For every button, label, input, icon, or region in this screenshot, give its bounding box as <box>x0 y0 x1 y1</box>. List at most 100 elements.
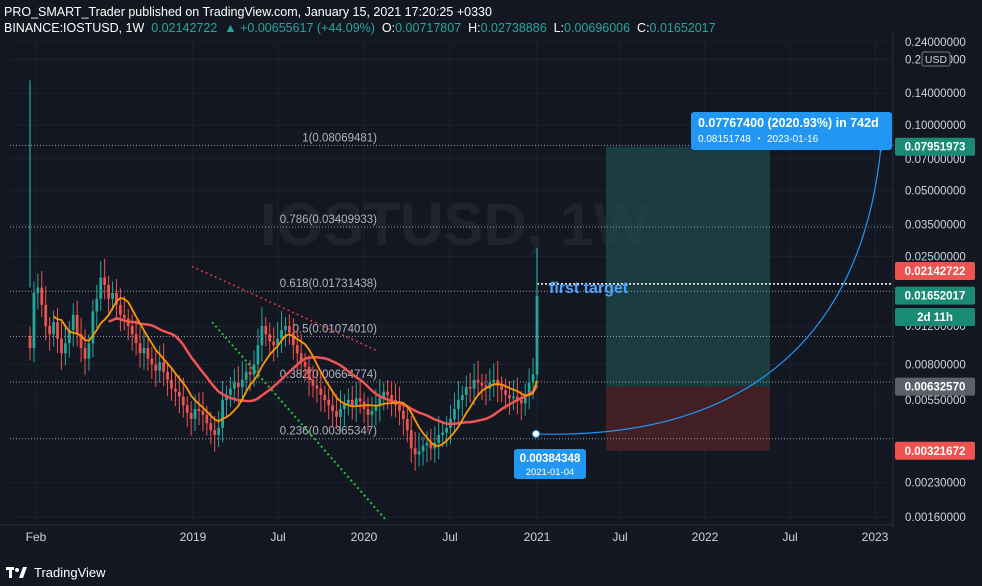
candle-body <box>197 408 201 411</box>
price-tag[interactable] <box>895 441 975 460</box>
candle-body <box>343 403 346 409</box>
anchor-box <box>514 449 586 479</box>
x-tick-label: Jul <box>270 530 285 544</box>
candle-body <box>315 385 319 389</box>
candle-body <box>170 379 173 389</box>
candle-body <box>91 311 95 344</box>
candle-body <box>221 399 224 428</box>
candle-body <box>256 345 260 365</box>
candle-body <box>527 382 531 395</box>
projection-path[interactable] <box>535 146 882 435</box>
time-axis[interactable]: Feb 2019 Jul 2020 Jul 2021 Jul 2022 Jul 2023 <box>0 524 893 544</box>
candle-body <box>405 418 409 431</box>
x-tick-label: 2022 <box>692 530 719 544</box>
publish-line: PRO_SMART_Trader published on TradingVie… <box>4 5 492 19</box>
candle-body <box>99 277 103 299</box>
candle-body <box>201 410 205 415</box>
candle-body <box>421 445 425 452</box>
y-tick-label: 0.10000000 <box>905 120 966 132</box>
candle-body <box>339 408 342 417</box>
candle-body <box>382 391 386 399</box>
x-tick-label: Jul <box>782 530 797 544</box>
candle-body <box>32 292 36 349</box>
candle-body <box>354 398 358 406</box>
candle-body <box>107 284 110 299</box>
candle-body <box>445 427 448 433</box>
candle-body <box>429 442 433 449</box>
candle-body <box>244 371 248 380</box>
open-value: 0.00717807 <box>395 21 462 35</box>
measure-main-label: 0.07767400 (2020.93%) in 742d <box>698 116 879 130</box>
candle-body <box>284 325 287 331</box>
price-tag[interactable] <box>895 262 975 281</box>
candle-body <box>500 385 504 391</box>
tradingview-brand-label: TradingView <box>34 565 106 580</box>
candle-body <box>213 430 217 435</box>
candle-body <box>441 432 445 435</box>
candle-body <box>496 379 500 386</box>
measure-date-label: 2023-01-16 <box>767 134 819 145</box>
currency-badge[interactable] <box>921 51 951 67</box>
support-trend-line[interactable] <box>211 321 387 521</box>
candle-body <box>158 362 162 371</box>
price-tag[interactable] <box>895 377 975 396</box>
candle-body <box>205 414 209 424</box>
fibonacci-retracement[interactable]: 1(0.08069481) 0.786(0.03409933) 0.618(0.01… <box>10 132 893 440</box>
last-price: 0.02142722 <box>151 21 218 35</box>
candle-body <box>95 298 99 312</box>
price-tag[interactable] <box>895 137 975 156</box>
candle-body <box>240 379 244 388</box>
target-zone[interactable] <box>606 146 770 387</box>
price-tag[interactable] <box>895 307 975 326</box>
candle-body <box>457 399 460 409</box>
tradingview-branding[interactable]: TradingView <box>6 565 106 580</box>
candle-body <box>56 322 59 339</box>
y-tick-label: 0.03500000 <box>905 220 966 232</box>
candle-body <box>40 287 44 305</box>
y-tick-label: 0.24000000 <box>905 37 966 49</box>
candle-body <box>303 362 307 367</box>
candle-body <box>63 343 67 354</box>
candle-body <box>288 325 291 333</box>
candle-body <box>331 405 335 411</box>
candle-body <box>181 396 185 406</box>
currency-label: USD <box>925 54 948 66</box>
annotations: first target 0.07767400 (2020.93%) in 742… <box>514 112 892 479</box>
close-label: C: <box>637 21 650 35</box>
candle-body <box>75 314 79 335</box>
price-axis[interactable]: 0.240000000.200000000.140000000.10000000… <box>892 30 975 530</box>
candle-body <box>512 396 515 399</box>
candle-body <box>409 430 413 449</box>
candle-body <box>248 371 252 375</box>
candle-body <box>189 412 193 419</box>
y-tick-label: 0.14000000 <box>905 88 966 100</box>
candle-body <box>319 388 323 395</box>
y-tick-label: 0.05000000 <box>905 186 966 198</box>
resistance-trend-line[interactable] <box>191 265 379 352</box>
candle-body <box>386 391 390 395</box>
projection-start-handle[interactable] <box>532 429 540 438</box>
candle-body <box>268 334 272 342</box>
price-tag[interactable] <box>895 286 975 305</box>
candle-body <box>299 353 303 363</box>
candle-body <box>476 379 480 383</box>
price-change-arrow-icon: ▲ <box>224 21 237 35</box>
stop-zone[interactable] <box>606 386 770 451</box>
ohlc-line: BINANCE:IOSTUSD, 1W 0.02142722 ▲ +0.0065… <box>4 20 716 36</box>
long-position-tool[interactable] <box>606 146 770 451</box>
candle-body <box>335 410 338 417</box>
candle-body <box>44 304 48 326</box>
measure-sub-label: 0.08151748 <box>698 134 751 145</box>
candle-body <box>366 408 370 415</box>
trend-lines[interactable] <box>191 265 387 521</box>
price-tag-label: 0.00632570 <box>905 382 966 394</box>
first-target-label: first target <box>549 280 629 297</box>
candle-body <box>417 451 421 455</box>
fib-level-label: 0.786(0.03409933) <box>280 214 377 226</box>
low-value: 0.00696006 <box>564 21 631 35</box>
candle-body <box>327 399 331 406</box>
candle-body <box>484 385 488 389</box>
y-tick-label: 0.00800000 <box>905 359 966 371</box>
price-tag-label: 2d 11h <box>917 312 953 324</box>
